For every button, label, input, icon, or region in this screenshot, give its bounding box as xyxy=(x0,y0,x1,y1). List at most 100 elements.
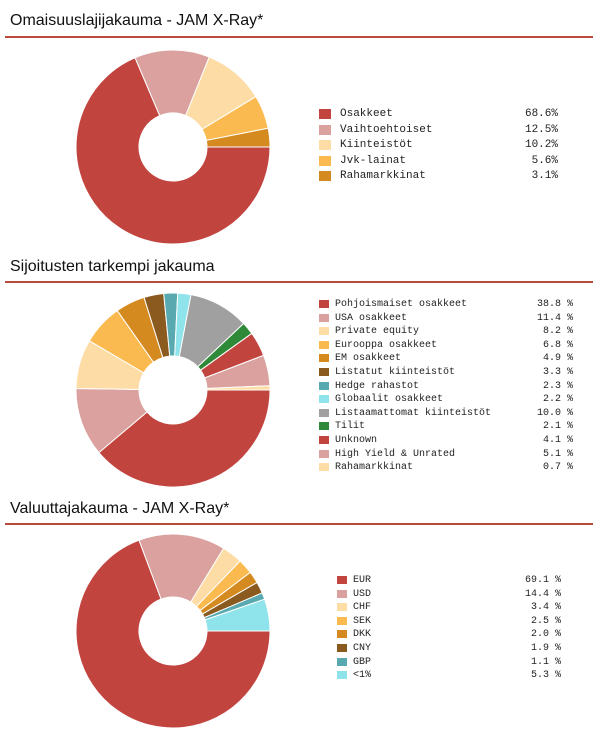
legend-label: Listatut kiinteistöt xyxy=(335,367,456,378)
detailed-allocation-donut xyxy=(75,292,271,488)
legend-value: 5.3 % xyxy=(530,670,561,682)
legend-value: 1.1 % xyxy=(530,656,561,668)
legend-item-em-osakkeet: EM osakkeet 4.9 % xyxy=(318,352,593,366)
legend-value: 69.1 % xyxy=(524,575,561,586)
legend-swatch xyxy=(318,421,330,432)
detailed-allocation-legend: Pohjoismaiset osakkeet 38.8 % USA osakkeet… xyxy=(318,298,583,478)
legend-item-usd: USD 14.4 % xyxy=(336,588,581,602)
slice-rahamarkkinat xyxy=(206,385,271,391)
legend-label: Vaihtoehtoiset xyxy=(340,123,433,136)
legend-swatch xyxy=(336,670,348,681)
legend-swatch xyxy=(318,326,330,337)
legend-value: 5.1 % xyxy=(542,448,573,460)
legend-swatch xyxy=(318,462,330,473)
legend-item-listaamattomat-kiinteist-t: Listaamattomat kiinteistöt 10.0 % xyxy=(318,407,593,421)
asset-class-section: Omaisuuslajijakauma - JAM X-Ray* Osakkee… xyxy=(0,0,600,250)
legend-swatch xyxy=(318,367,330,377)
legend-item-chf: CHF 3.4 % xyxy=(336,601,581,615)
legend-swatch xyxy=(318,339,330,350)
legend-value: 3.3 % xyxy=(542,367,573,378)
asset-class-divider xyxy=(5,36,593,38)
legend-label: Rahamarkkinat xyxy=(340,170,426,182)
legend-swatch xyxy=(336,615,348,626)
legend-item-sek: SEK 2.5 % xyxy=(336,615,581,629)
legend-item-globaalit-osakkeet: Globaalit osakkeet 2.2 % xyxy=(318,393,593,407)
currency-divider xyxy=(5,523,593,525)
legend-value: 6.8 % xyxy=(542,339,573,351)
legend-item-rahamarkkinat: Rahamarkkinat 3.1% xyxy=(318,169,578,183)
legend-value: 4.9 % xyxy=(542,353,573,365)
legend-item-high-yield-unrated: High Yield & Unrated 5.1 % xyxy=(318,448,593,462)
asset-class-title: Omaisuuslajijakauma - JAM X-Ray* xyxy=(10,12,264,29)
legend-swatch xyxy=(318,170,332,182)
currency-title: Valuuttajakauma - JAM X-Ray* xyxy=(10,500,230,517)
legend-label: Pohjoismaiset osakkeet xyxy=(335,299,468,310)
legend-label: Eurooppa osakkeet xyxy=(335,339,438,351)
legend-swatch xyxy=(318,380,330,391)
legend-value: 11.4 % xyxy=(536,312,573,324)
detailed-allocation-section: Sijoitusten tarkempi jakauma Pohjoismais… xyxy=(5,258,593,488)
slice-pohjoismaiset-osakkeet xyxy=(98,389,271,488)
legend-label: Hedge rahastot xyxy=(335,380,420,392)
slice-rahamarkkinat xyxy=(205,127,271,148)
legend-label: Listaamattomat kiinteistöt xyxy=(335,407,492,419)
legend-item-private-equity: Private equity 8.2 % xyxy=(318,325,593,339)
legend-swatch xyxy=(336,643,348,653)
legend-label: Jvk-lainat xyxy=(340,154,407,167)
asset-class-donut xyxy=(75,49,271,245)
slice-osakkeet xyxy=(75,57,271,245)
legend-value: 0.7 % xyxy=(542,462,573,474)
legend-value: 2.2 % xyxy=(542,394,573,406)
legend-swatch xyxy=(318,435,330,445)
legend-item-listatut-kiinteist-t: Listatut kiinteistöt 3.3 % xyxy=(318,366,593,380)
legend-swatch xyxy=(318,108,332,120)
legend-swatch xyxy=(336,656,348,667)
legend-value: 5.6% xyxy=(531,154,558,167)
legend-value: 2.0 % xyxy=(530,629,561,641)
legend-swatch xyxy=(318,299,330,309)
legend-label: Kiinteistöt xyxy=(340,139,413,151)
legend-value: 2.5 % xyxy=(530,615,561,627)
legend-swatch xyxy=(318,139,332,151)
legend-label: Osakkeet xyxy=(340,108,393,120)
legend-item-kiinteist-t: Kiinteistöt 10.2% xyxy=(318,138,578,152)
legend-item-osakkeet: Osakkeet 68.6% xyxy=(318,107,578,121)
legend-label: Rahamarkkinat xyxy=(335,462,414,474)
legend-value: 2.1 % xyxy=(542,421,573,433)
legend-value: 10.0 % xyxy=(536,407,573,419)
legend-value: 1.9 % xyxy=(530,643,561,654)
legend-swatch xyxy=(318,312,330,323)
legend-item-cny: CNY 1.9 % xyxy=(336,642,581,656)
legend-label: GBP xyxy=(353,656,372,668)
legend-label: Unknown xyxy=(335,435,378,446)
legend-label: CHF xyxy=(353,602,372,614)
legend-value: 10.2% xyxy=(524,139,558,151)
slice-1 xyxy=(204,598,271,632)
legend-label: EM osakkeet xyxy=(335,353,402,365)
legend-item-unknown: Unknown 4.1 % xyxy=(318,434,593,448)
legend-swatch xyxy=(318,448,330,459)
currency-donut xyxy=(75,533,271,729)
legend-item-dkk: DKK 2.0 % xyxy=(336,628,581,642)
legend-label: <1% xyxy=(353,670,372,682)
slice-eur xyxy=(75,539,271,729)
legend-label: USD xyxy=(353,588,372,600)
legend-value: 38.8 % xyxy=(536,299,573,310)
legend-swatch xyxy=(318,394,330,405)
legend-value: 8.2 % xyxy=(542,326,573,338)
legend-item-pohjoismaiset-osakkeet: Pohjoismaiset osakkeet 38.8 % xyxy=(318,298,593,312)
legend-swatch xyxy=(318,353,330,364)
detailed-allocation-divider xyxy=(5,281,593,283)
legend-value: 68.6% xyxy=(524,108,558,120)
legend-swatch xyxy=(336,588,348,599)
legend-label: CNY xyxy=(353,643,372,654)
legend-label: Private equity xyxy=(335,326,420,338)
legend-swatch xyxy=(336,602,348,613)
legend-value: 12.5% xyxy=(524,123,558,136)
legend-swatch xyxy=(318,123,332,136)
legend-item-usa-osakkeet: USA osakkeet 11.4 % xyxy=(318,312,593,326)
legend-item-vaihtoehtoiset: Vaihtoehtoiset 12.5% xyxy=(318,123,578,137)
legend-item-hedge-rahastot: Hedge rahastot 2.3 % xyxy=(318,380,593,394)
legend-swatch xyxy=(336,575,348,585)
